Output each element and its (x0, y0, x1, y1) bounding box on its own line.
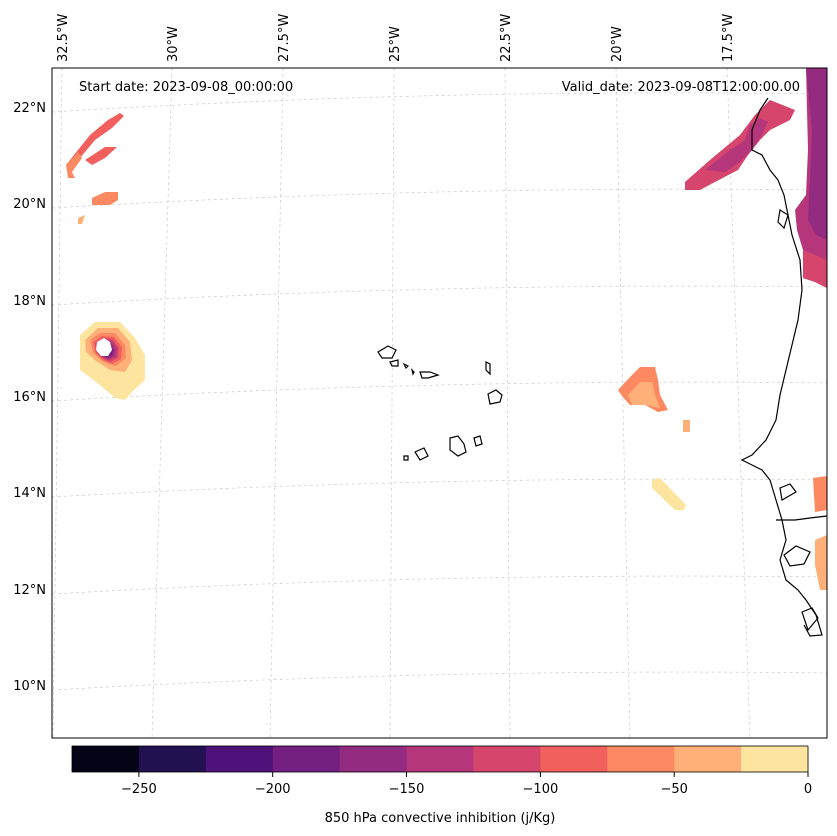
colorbar-swatch (540, 746, 608, 772)
colorbar-swatch (406, 746, 474, 772)
lat-label: 14°N (13, 486, 46, 501)
valid-date-text: Valid_date: 2023-09-08T12:00:00.00 (562, 80, 800, 95)
colorbar-swatch (72, 746, 140, 772)
colorbar-tick-label: −150 (389, 782, 425, 797)
lon-label: 17.5°W (721, 14, 736, 62)
colorbar-tick-label: 0 (804, 782, 812, 797)
lat-labels: 22°N 20°N 18°N 16°N 14°N 12°N 10°N (13, 101, 46, 694)
colorbar-tick-labels: −250 −200 −150 −100 −50 0 (121, 782, 812, 797)
cin-contours (66, 68, 827, 590)
lat-label: 10°N (13, 679, 46, 694)
lon-label: 32.5°W (56, 14, 71, 62)
colorbar-tick-label: −100 (523, 782, 559, 797)
colorbar-swatch (607, 746, 675, 772)
colorbar-swatch (741, 746, 809, 772)
lon-label: 25°W (388, 26, 403, 62)
colorbar-swatch (205, 746, 274, 772)
colorbar-swatch (138, 746, 207, 772)
colorbar-swatch (473, 746, 541, 772)
lat-label: 22°N (13, 101, 46, 116)
coastlines (740, 97, 828, 637)
lat-label: 18°N (13, 294, 46, 309)
cape-verde-islands (377, 345, 503, 461)
colorbar-swatch (339, 746, 408, 772)
colorbar-tick-label: −250 (121, 782, 157, 797)
colorbar-tick-label: −200 (255, 782, 291, 797)
lon-label: 22.5°W (499, 14, 514, 62)
colorbar-label: 850 hPa convective inhibition (j/Kg) (325, 811, 556, 826)
lon-labels: 32.5°W 30°W 27.5°W 25°W 22.5°W 20°W 17.5… (56, 14, 736, 62)
colorbar-frame (71, 745, 809, 773)
colorbar-swatch (272, 746, 341, 772)
lon-label: 27.5°W (277, 14, 292, 62)
lon-label: 30°W (166, 26, 181, 62)
lat-label: 16°N (13, 390, 46, 405)
colorbar-ticks (138, 772, 809, 777)
lat-label: 12°N (13, 583, 46, 598)
lat-label: 20°N (13, 197, 46, 212)
lon-label: 20°W (610, 26, 625, 62)
map-frame (51, 67, 828, 739)
start-date-text: Start date: 2023-09-08_00:00:00 (79, 80, 293, 95)
colorbar-tick-label: −50 (660, 782, 687, 797)
colorbar (72, 746, 809, 772)
colorbar-swatch (674, 746, 742, 772)
gridlines (51, 67, 828, 739)
